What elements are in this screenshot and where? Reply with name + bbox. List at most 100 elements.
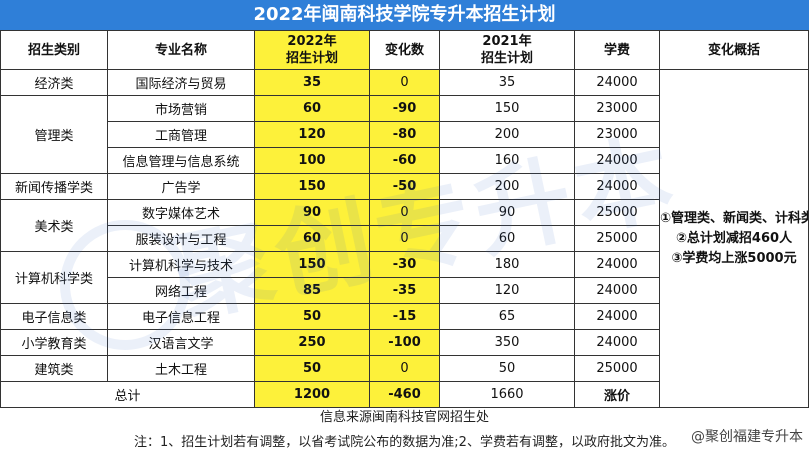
- table-row: 网络工程 85 -35 120 24000: [1, 277, 809, 304]
- plan-2021-cell: 90: [439, 199, 575, 226]
- tuition-cell: 24000: [574, 173, 660, 200]
- tuition-cell: 24000: [574, 303, 660, 330]
- major-cell: 国际经济与贸易: [107, 69, 255, 96]
- header-plan-2022-label: 招生计划: [285, 51, 338, 66]
- plan-2022-cell: 85: [254, 277, 370, 304]
- plan-2022-cell: 150: [254, 251, 370, 278]
- plan-2021-cell: 150: [439, 95, 575, 122]
- header-row: 招生类别 专业名称 2022年招生计划 变化数 2021年招生计划 学费 变化概…: [0, 30, 809, 70]
- table-row: 新闻传播学类 广告学 150 -50 200 24000: [0, 173, 809, 200]
- plan-2022-cell: 90: [254, 199, 370, 226]
- table-row: 管理类 市场营销 60 -90 150 23000: [0, 95, 809, 174]
- major-cell: 信息管理与信息系统: [107, 147, 255, 174]
- tuition-cell: 23000: [574, 121, 660, 148]
- plan-2021-cell: 35: [439, 69, 575, 96]
- summary-line: ①管理类、新闻类、计科类、电子类、小教类招生计划数减少: [660, 210, 808, 226]
- category-cell: 管理类: [0, 95, 108, 174]
- major-cell: 市场营销: [107, 95, 255, 122]
- major-cell: 电子信息工程: [107, 303, 255, 330]
- table-row: 计算机科学类 计算机科学与技术 150 -30 180 24000: [0, 251, 809, 304]
- change-cell: -50: [369, 173, 440, 200]
- header-plan-2021-year: 2021年: [482, 34, 532, 49]
- plan-2022-cell: 250: [254, 329, 370, 356]
- plan-2021-cell: 200: [439, 121, 575, 148]
- change-cell: -35: [369, 277, 440, 304]
- tuition-cell: 25000: [574, 355, 660, 382]
- tuition-cell: 24000: [574, 329, 660, 356]
- plan-2022-cell: 60: [254, 95, 370, 122]
- header-summary: 变化概括: [659, 30, 809, 70]
- header-change: 变化数: [369, 30, 440, 70]
- plan-2022-cell: 150: [254, 173, 370, 200]
- tuition-cell: 25000: [574, 225, 660, 252]
- header-major: 专业名称: [107, 30, 255, 70]
- major-cell: 土木工程: [107, 355, 255, 382]
- page-title: 2022年闽南科技学院专升本招生计划: [0, 0, 809, 30]
- major-cell: 网络工程: [107, 277, 255, 304]
- total-plan-2022: 1200: [254, 381, 370, 408]
- table-row: 信息管理与信息系统 100 -60 160 24000: [1, 147, 809, 174]
- major-cell: 服装设计与工程: [107, 225, 255, 252]
- header-plan-2022-year: 2022年: [287, 34, 337, 49]
- header-plan-2021-label: 招生计划: [480, 51, 533, 66]
- weibo-watermark: @聚创福建专升本: [691, 429, 803, 445]
- plan-2022-cell: 100: [254, 147, 370, 174]
- tuition-cell: 24000: [574, 147, 660, 174]
- plan-2021-cell: 180: [439, 251, 575, 278]
- major-cell: 数字媒体艺术: [107, 199, 255, 226]
- plan-2022-cell: 50: [254, 303, 370, 330]
- tuition-cell: 24000: [574, 251, 660, 278]
- header-category: 招生类别: [0, 30, 108, 70]
- change-cell: -80: [369, 121, 440, 148]
- plan-2021-cell: 50: [439, 355, 575, 382]
- plan-2022-cell: 120: [254, 121, 370, 148]
- plan-2021-cell: 65: [439, 303, 575, 330]
- tuition-cell: 24000: [574, 277, 660, 304]
- source-note: 信息来源闽南科技官网招生处: [319, 410, 489, 425]
- summary-cell: ①管理类、新闻类、计科类、电子类、小教类招生计划数减少 ②总计划减招460人 ③…: [659, 69, 809, 408]
- header-plan-2022: 2022年招生计划: [254, 30, 370, 70]
- major-cell: 工商管理: [107, 121, 255, 148]
- major-cell: 计算机科学与技术: [107, 251, 255, 278]
- table-row: 经济类 国际经济与贸易 35 0 35 24000 ①管理类、新闻类、计科类、电…: [0, 69, 809, 408]
- total-label: 总计: [0, 381, 255, 408]
- enrollment-table: 招生类别 专业名称 2022年招生计划 变化数 2021年招生计划 学费 变化概…: [0, 30, 809, 408]
- table-row: 电子信息类 电子信息工程 50 -15 65 24000: [0, 303, 809, 330]
- table-row: 小学教育类 汉语言文学 250 -100 350 24000: [0, 329, 809, 356]
- plan-2021-cell: 200: [439, 173, 575, 200]
- major-cell: 广告学: [107, 173, 255, 200]
- total-tuition: 涨价: [574, 381, 660, 408]
- plan-2021-cell: 160: [439, 147, 575, 174]
- category-cell: 计算机科学类: [0, 251, 108, 304]
- change-cell: 0: [369, 225, 440, 252]
- change-cell: -100: [369, 329, 440, 356]
- table-row: 建筑类 土木工程 50 0 50 25000: [0, 355, 809, 382]
- table-row: 美术类 数字媒体艺术 90 0 90 25000: [0, 199, 809, 252]
- plan-2021-cell: 120: [439, 277, 575, 304]
- summary-line: ③学费均上涨5000元: [671, 250, 797, 266]
- change-cell: 0: [369, 355, 440, 382]
- tuition-cell: 23000: [574, 95, 660, 122]
- footnote: 注：1、招生计划若有调整，以省考试院公布的数据为准;2、学费若有调整，以政府批文…: [134, 435, 675, 450]
- category-cell: 小学教育类: [0, 329, 108, 356]
- header-tuition: 学费: [574, 30, 660, 70]
- plan-2021-cell: 350: [439, 329, 575, 356]
- change-cell: -30: [369, 251, 440, 278]
- tuition-cell: 25000: [574, 199, 660, 226]
- plan-2022-cell: 35: [254, 69, 370, 96]
- plan-2021-cell: 60: [439, 225, 575, 252]
- category-cell: 美术类: [0, 199, 108, 252]
- table-row: 工商管理 120 -80 200 23000: [1, 121, 809, 148]
- plan-2022-cell: 50: [254, 355, 370, 382]
- change-cell: -90: [369, 95, 440, 122]
- category-cell: 新闻传播学类: [0, 173, 108, 200]
- major-cell: 汉语言文学: [107, 329, 255, 356]
- change-cell: -60: [369, 147, 440, 174]
- total-plan-2021: 1660: [439, 381, 575, 408]
- category-cell: 电子信息类: [0, 303, 108, 330]
- summary-line: ②总计划减招460人: [675, 230, 793, 246]
- change-cell: -15: [369, 303, 440, 330]
- change-cell: 0: [369, 199, 440, 226]
- header-plan-2021: 2021年招生计划: [439, 30, 575, 70]
- category-cell: 建筑类: [0, 355, 108, 382]
